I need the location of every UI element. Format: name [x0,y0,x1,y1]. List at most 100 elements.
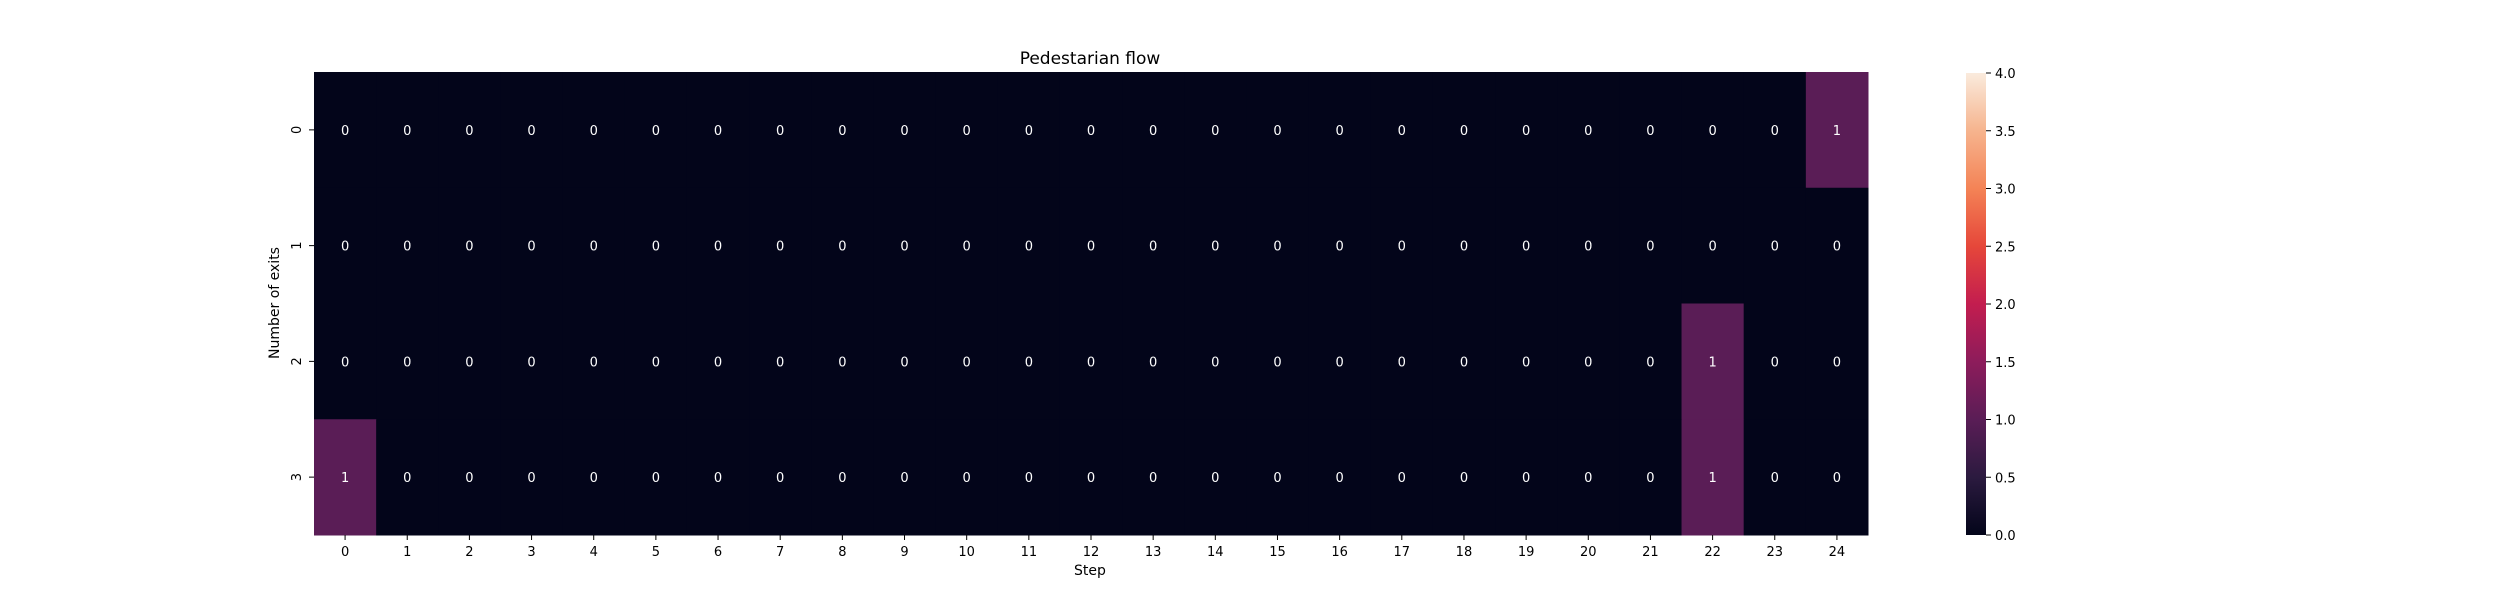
heatmap-cell [811,187,874,304]
x-tick-label: 6 [714,545,722,560]
cell-value-label: 0 [1273,471,1281,486]
heatmap-cell [562,72,626,189]
cell-value-label: 0 [1211,240,1219,255]
cell-value-label: 0 [652,124,660,139]
heatmap-cell [1122,419,1185,536]
heatmap-cell [438,303,501,420]
cell-value-label: 0 [1708,240,1716,255]
cell-value-label: 0 [1335,355,1343,370]
heatmap-cell [997,72,1061,189]
colorbar-tick-label: 2.0 [1995,298,2016,313]
cell-value-label: 0 [465,471,473,486]
heatmap-cell [1619,303,1683,420]
x-tick-label: 16 [1331,545,1348,560]
x-tick-label: 12 [1083,545,1100,560]
x-tick-label: 19 [1518,545,1535,560]
cell-value-label: 1 [341,471,349,486]
heatmap-cell [1308,187,1372,304]
heatmap-cell [1681,187,1745,304]
heatmap-cell [1805,187,1869,304]
cell-value-label: 0 [1771,355,1779,370]
cell-value-label: 0 [1522,124,1530,139]
cell-value-label: 0 [527,240,535,255]
cell-value-label: 0 [590,240,598,255]
cell-value-label: 0 [1087,471,1095,486]
colorbar [1966,73,1986,535]
heatmap-cell [1308,419,1372,536]
cell-value-label: 0 [1149,240,1157,255]
heatmap-cell [1246,187,1310,304]
heatmap-cell [1370,303,1434,420]
cell-value-label: 0 [776,355,784,370]
heatmap-cell [686,187,750,304]
heatmap-cell [1246,419,1310,536]
heatmap-cell [1122,187,1185,304]
heatmap-cell [935,187,999,304]
heatmap-cell [873,303,937,420]
heatmap-cell [624,72,688,189]
heatmap-cell [1308,303,1372,420]
x-tick-label: 20 [1580,545,1597,560]
cell-value-label: 0 [1833,240,1841,255]
x-axis-label: Step [1074,563,1106,579]
x-tick-label: 24 [1829,545,1846,560]
heatmap-cell [1432,419,1496,536]
cell-value-label: 0 [1273,124,1281,139]
cell-value-label: 0 [1646,240,1654,255]
colorbar-tick-label: 1.5 [1995,356,2016,371]
cell-value-label: 0 [1771,471,1779,486]
cell-value-label: 0 [1211,471,1219,486]
cell-value-label: 0 [1584,240,1592,255]
heatmap-cell [438,72,501,189]
heatmap-cell [1743,187,1807,304]
heatmap-cell [686,419,750,536]
x-tick-label: 15 [1269,545,1286,560]
heatmap-cell [997,419,1061,536]
heatmap-cell [1557,72,1620,189]
cell-value-label: 0 [403,471,411,486]
heatmap-cell [1619,72,1683,189]
heatmap-cell [1619,419,1683,536]
cell-value-label: 0 [465,124,473,139]
colorbar-tick-label: 4.0 [1995,67,2016,82]
cell-value-label: 0 [1708,124,1716,139]
heatmap-cell [1246,72,1310,189]
cell-value-label: 0 [963,471,971,486]
cell-value-label: 0 [963,240,971,255]
cell-value-label: 0 [341,355,349,370]
heatmap-cell [997,303,1061,420]
cell-value-label: 0 [1211,124,1219,139]
heatmap-cell [1557,303,1620,420]
heatmap-cell [1370,419,1434,536]
cell-value-label: 0 [1273,355,1281,370]
heatmap-cell [686,303,750,420]
heatmap-cell [438,187,501,304]
y-tick-label: 3 [290,473,305,481]
cell-value-label: 0 [465,355,473,370]
cell-value-label: 0 [1522,471,1530,486]
heatmap-cell [624,187,688,304]
cell-value-label: 0 [1771,240,1779,255]
heatmap-cell [562,187,626,304]
cell-value-label: 0 [714,355,722,370]
cell-value-label: 0 [1149,471,1157,486]
heatmap-cell [1184,419,1247,536]
cell-value-label: 0 [1087,355,1095,370]
cell-value-label: 0 [1211,355,1219,370]
chart-title: Pedestarian flow [1020,49,1161,69]
heatmap-cell [1308,72,1372,189]
colorbar-tick-label: 1.0 [1995,414,2016,429]
colorbar-ticks: 0.0 0.5 1.0 1.5 2.0 2.5 3.0 3.5 4.0 [1986,67,2016,544]
heatmap-cell [935,419,999,536]
heatmap-cell [1557,187,1620,304]
heatmap-cell [1184,187,1247,304]
heatmap-cell [624,303,688,420]
heatmap-cell [935,303,999,420]
heatmap-cell [562,419,626,536]
cell-value-label: 0 [403,124,411,139]
cell-value-label: 0 [1460,471,1468,486]
heatmap-cell [1432,187,1496,304]
cell-value-label: 0 [403,240,411,255]
heatmap-cell [1557,419,1620,536]
cell-value-label: 0 [1398,124,1406,139]
